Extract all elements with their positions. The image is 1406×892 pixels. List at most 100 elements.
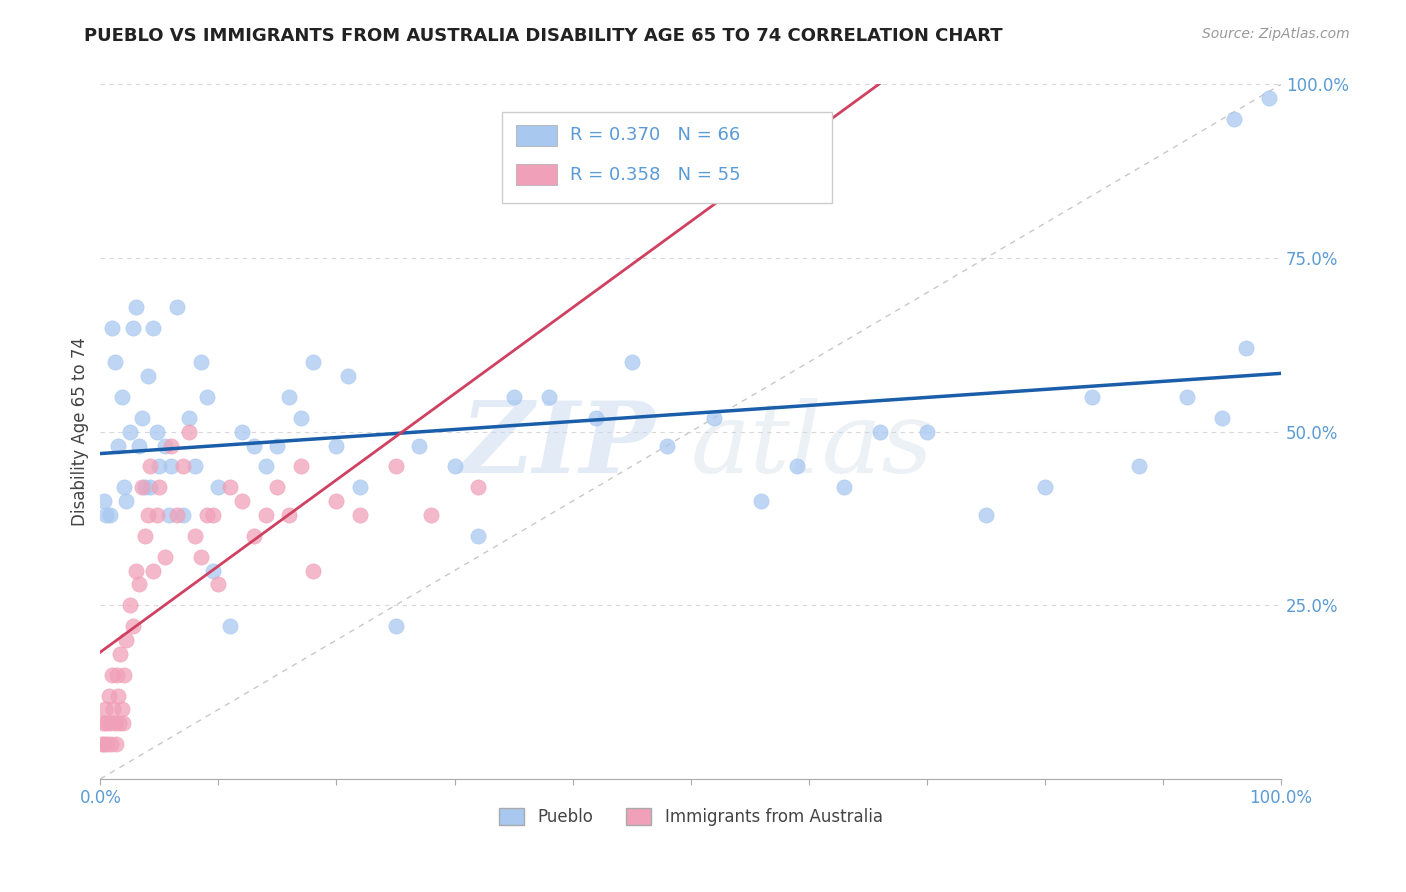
Point — [125, 300, 148, 314]
Point — [118, 599, 141, 613]
Point — [1081, 390, 1104, 404]
Point — [177, 425, 200, 439]
Point — [1128, 459, 1150, 474]
Point — [98, 716, 121, 731]
Point — [148, 459, 170, 474]
Point — [94, 702, 117, 716]
Point — [110, 647, 132, 661]
Point — [231, 425, 253, 439]
Point — [172, 459, 194, 474]
Point — [231, 494, 253, 508]
Point — [101, 320, 124, 334]
Point — [302, 564, 325, 578]
Point — [195, 508, 218, 522]
Point — [96, 716, 118, 731]
Point — [96, 508, 118, 522]
Point — [157, 508, 180, 522]
Point — [786, 459, 808, 474]
Point — [349, 480, 371, 494]
Point — [103, 716, 125, 731]
Point — [384, 459, 406, 474]
Point — [302, 355, 325, 369]
Point — [91, 716, 114, 731]
Point — [148, 480, 170, 494]
Point — [1175, 390, 1198, 404]
Point — [278, 508, 301, 522]
Point — [90, 737, 112, 751]
Point — [166, 300, 188, 314]
Point — [1222, 112, 1244, 127]
Point — [172, 508, 194, 522]
Point — [134, 480, 156, 494]
Point — [125, 564, 148, 578]
Point — [384, 619, 406, 633]
Point — [1211, 410, 1233, 425]
Point — [266, 439, 288, 453]
Point — [105, 667, 128, 681]
Point — [974, 508, 997, 522]
Point — [869, 425, 891, 439]
Point — [254, 508, 277, 522]
Point — [201, 564, 224, 578]
Point — [142, 564, 165, 578]
Point — [278, 390, 301, 404]
Point — [219, 619, 242, 633]
Point — [118, 425, 141, 439]
Point — [243, 439, 266, 453]
Point — [139, 459, 162, 474]
Point — [136, 369, 159, 384]
Point — [915, 425, 938, 439]
Point — [195, 390, 218, 404]
Text: ZIP: ZIP — [460, 397, 655, 494]
Point — [349, 508, 371, 522]
Bar — [516, 125, 557, 145]
Point — [1234, 342, 1257, 356]
Point — [155, 549, 177, 564]
Point — [325, 439, 347, 453]
Point — [122, 320, 145, 334]
Point — [1033, 480, 1056, 494]
Point — [139, 480, 162, 494]
Point — [96, 737, 118, 751]
Point — [467, 480, 489, 494]
Point — [201, 508, 224, 522]
Point — [110, 390, 132, 404]
Point — [290, 459, 312, 474]
Point — [254, 459, 277, 474]
Point — [107, 439, 129, 453]
Point — [93, 494, 115, 508]
Point — [155, 439, 177, 453]
Point — [703, 410, 725, 425]
Point — [655, 439, 678, 453]
Point — [337, 369, 360, 384]
Point — [146, 425, 169, 439]
Point — [122, 619, 145, 633]
Point — [207, 480, 229, 494]
Point — [266, 480, 288, 494]
Point — [408, 439, 430, 453]
Point — [131, 410, 153, 425]
Point — [620, 355, 643, 369]
Point — [104, 737, 127, 751]
Point — [115, 494, 138, 508]
Point — [112, 667, 135, 681]
Point — [146, 508, 169, 522]
Y-axis label: Disability Age 65 to 74: Disability Age 65 to 74 — [72, 337, 89, 526]
Point — [136, 508, 159, 522]
Point — [467, 529, 489, 543]
Text: PUEBLO VS IMMIGRANTS FROM AUSTRALIA DISABILITY AGE 65 TO 74 CORRELATION CHART: PUEBLO VS IMMIGRANTS FROM AUSTRALIA DISA… — [84, 27, 1002, 45]
Point — [110, 702, 132, 716]
Point — [207, 577, 229, 591]
Point — [166, 508, 188, 522]
Point — [502, 390, 524, 404]
Point — [184, 529, 207, 543]
Point — [97, 689, 120, 703]
Point — [128, 439, 150, 453]
Point — [190, 355, 212, 369]
Point — [419, 508, 441, 522]
Point — [177, 410, 200, 425]
Point — [115, 633, 138, 648]
Point — [184, 459, 207, 474]
Point — [107, 689, 129, 703]
Point — [111, 716, 134, 731]
